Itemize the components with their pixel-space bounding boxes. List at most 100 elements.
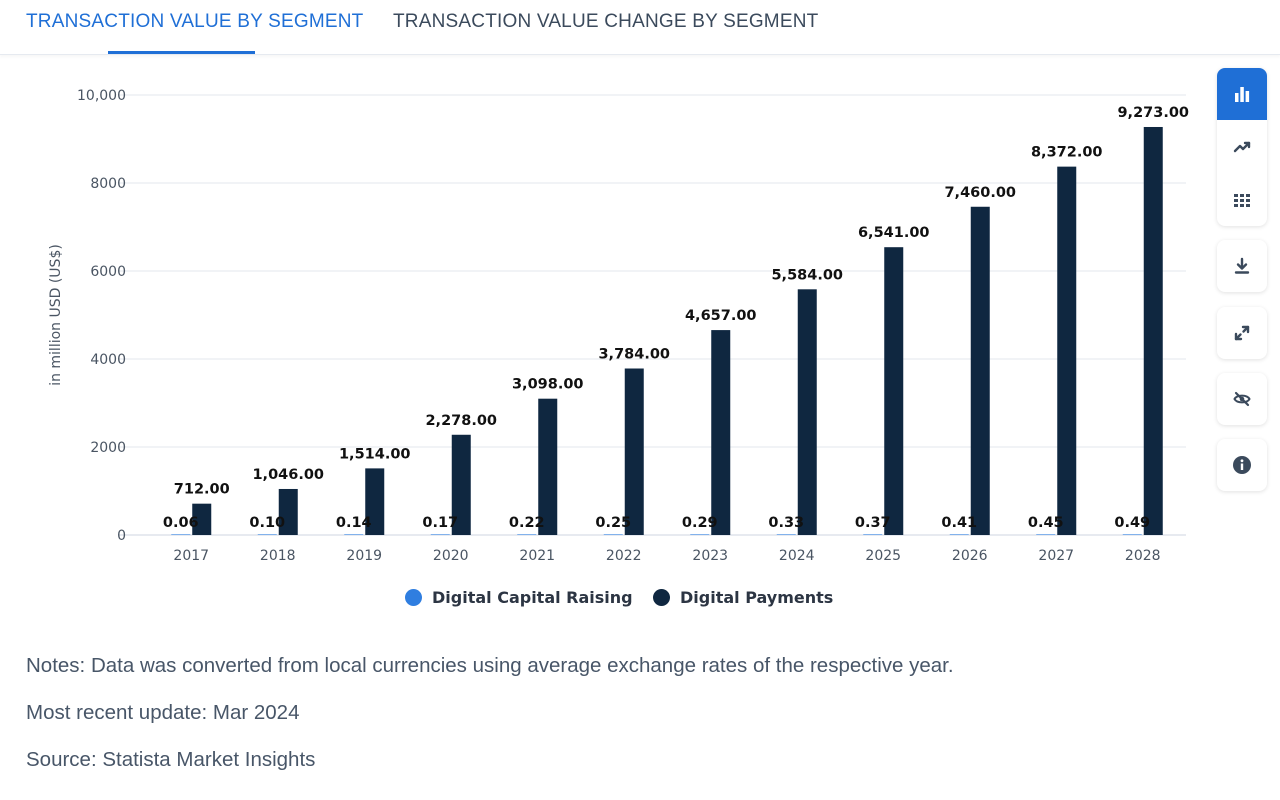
data-label-digital-payments: 1,046.00 bbox=[252, 467, 324, 483]
y-tick-label: 0 bbox=[117, 528, 126, 544]
x-tick-label: 2021 bbox=[519, 548, 555, 564]
bar-digital-payments bbox=[365, 468, 385, 535]
y-tick-label: 4000 bbox=[90, 352, 126, 368]
bar-digital-payments bbox=[884, 247, 904, 536]
chart-type-switcher bbox=[1217, 68, 1267, 226]
bar-digital-capital-raising bbox=[517, 534, 537, 535]
x-tick-label: 2028 bbox=[1125, 548, 1161, 564]
x-axis-ticks: 2017 2018 2019 2020 2021 2022 2023 2024 2025 2026… bbox=[173, 548, 1160, 564]
bar-digital-capital-raising bbox=[949, 534, 969, 535]
x-tick-label: 2024 bbox=[779, 548, 815, 564]
legend-dot-icon bbox=[653, 589, 670, 606]
bar-chart-button[interactable] bbox=[1217, 68, 1267, 120]
bars bbox=[171, 126, 1163, 536]
legend-item-digital-payments[interactable]: Digital Payments bbox=[653, 588, 833, 607]
data-label-digital-capital-raising: 0.49 bbox=[1114, 515, 1150, 531]
data-label-digital-capital-raising: 0.25 bbox=[595, 515, 631, 531]
line-chart-button[interactable] bbox=[1217, 121, 1267, 173]
bar-digital-capital-raising bbox=[171, 534, 191, 535]
download-button[interactable] bbox=[1217, 240, 1267, 292]
data-label-digital-payments: 6,541.00 bbox=[858, 225, 930, 241]
bar-digital-payments bbox=[1143, 126, 1163, 535]
bar-digital-capital-raising bbox=[257, 534, 277, 535]
y-tick-label: 2000 bbox=[90, 440, 126, 456]
y-tick-label: 8000 bbox=[90, 176, 126, 192]
table-icon bbox=[1234, 194, 1250, 207]
x-tick-label: 2018 bbox=[260, 548, 296, 564]
tab-transaction-value-change-by-segment[interactable]: TRANSACTION VALUE CHANGE BY SEGMENT bbox=[393, 11, 819, 32]
data-label-digital-payments: 3,784.00 bbox=[598, 347, 670, 363]
info-icon bbox=[1233, 456, 1251, 474]
y-tick-label: 6000 bbox=[90, 264, 126, 280]
bar-digital-capital-raising bbox=[1122, 534, 1142, 535]
chart-area: 0 2000 4000 6000 8000 10,000 in million USD (… bbox=[0, 60, 1200, 630]
data-label-digital-capital-raising: 0.33 bbox=[768, 515, 804, 531]
bar-digital-capital-raising bbox=[430, 534, 450, 535]
data-label-digital-capital-raising: 0.29 bbox=[682, 515, 718, 531]
data-label-digital-capital-raising: 0.14 bbox=[336, 515, 372, 531]
bar-digital-payments bbox=[451, 434, 471, 535]
bar-digital-capital-raising bbox=[344, 534, 364, 535]
data-label-digital-capital-raising: 0.37 bbox=[855, 515, 891, 531]
bar-digital-payments bbox=[192, 503, 212, 535]
x-tick-label: 2017 bbox=[173, 548, 209, 564]
legend-label: Digital Capital Raising bbox=[432, 588, 633, 607]
y-axis-label: in million USD (US$) bbox=[48, 244, 64, 386]
bar-digital-payments bbox=[624, 368, 644, 535]
source-text: Source: Statista Market Insights bbox=[26, 748, 316, 771]
expand-icon bbox=[1234, 325, 1250, 341]
bar-chart-icon bbox=[1235, 87, 1250, 102]
data-labels: 0.06 712.00 0.10 1,046.00 0.14 1,514.00 0.17 2,… bbox=[163, 105, 1189, 531]
download-icon bbox=[1234, 257, 1250, 274]
hide-icon bbox=[1233, 391, 1251, 407]
x-tick-label: 2023 bbox=[692, 548, 728, 564]
data-label-digital-payments: 3,098.00 bbox=[512, 377, 584, 393]
x-tick-label: 2022 bbox=[606, 548, 642, 564]
data-label-digital-payments: 2,278.00 bbox=[425, 413, 497, 429]
line-chart-icon bbox=[1233, 141, 1251, 153]
data-label-digital-capital-raising: 0.22 bbox=[509, 515, 545, 531]
legend-dot-icon bbox=[405, 589, 422, 606]
notes-text: Notes: Data was converted from local cur… bbox=[26, 654, 954, 677]
tab-transaction-value-by-segment[interactable]: TRANSACTION VALUE BY SEGMENT bbox=[26, 11, 364, 32]
bar-digital-payments bbox=[711, 330, 731, 535]
data-label-digital-payments: 4,657.00 bbox=[685, 308, 757, 324]
active-tab-indicator bbox=[108, 51, 255, 54]
bar-digital-capital-raising bbox=[1036, 534, 1056, 535]
bar-digital-payments bbox=[278, 488, 298, 535]
hide-button[interactable] bbox=[1217, 373, 1267, 425]
table-view-button[interactable] bbox=[1217, 174, 1267, 226]
data-label-digital-capital-raising: 0.10 bbox=[249, 515, 285, 531]
data-label-digital-capital-raising: 0.41 bbox=[941, 515, 977, 531]
fullscreen-button[interactable] bbox=[1217, 307, 1267, 359]
info-button[interactable] bbox=[1217, 439, 1267, 491]
bar-digital-payments bbox=[970, 206, 990, 535]
bar-digital-payments bbox=[1057, 166, 1077, 535]
bar-digital-capital-raising bbox=[603, 534, 623, 535]
x-tick-label: 2020 bbox=[433, 548, 469, 564]
bar-digital-capital-raising bbox=[690, 534, 710, 535]
data-label-digital-capital-raising: 0.06 bbox=[163, 515, 199, 531]
data-label-digital-payments: 1,514.00 bbox=[339, 446, 411, 462]
bar-digital-capital-raising bbox=[776, 534, 796, 535]
x-tick-label: 2019 bbox=[346, 548, 382, 564]
bar-digital-capital-raising bbox=[863, 534, 883, 535]
data-label-digital-payments: 712.00 bbox=[174, 482, 230, 498]
legend-label: Digital Payments bbox=[680, 588, 834, 607]
x-tick-label: 2026 bbox=[952, 548, 988, 564]
gridlines bbox=[118, 94, 1186, 536]
data-label-digital-capital-raising: 0.45 bbox=[1028, 515, 1064, 531]
tab-bar: TRANSACTION VALUE BY SEGMENT TRANSACTION… bbox=[0, 0, 1280, 55]
data-label-digital-payments: 8,372.00 bbox=[1031, 145, 1103, 161]
y-tick-label: 10,000 bbox=[77, 88, 126, 104]
update-text: Most recent update: Mar 2024 bbox=[26, 701, 300, 724]
legend-item-digital-capital-raising[interactable]: Digital Capital Raising bbox=[405, 588, 633, 607]
bar-digital-payments bbox=[538, 398, 558, 535]
data-label-digital-payments: 7,460.00 bbox=[944, 185, 1016, 201]
bar-chart: 0 2000 4000 6000 8000 10,000 in million USD (… bbox=[48, 88, 1189, 564]
data-label-digital-payments: 9,273.00 bbox=[1117, 105, 1189, 121]
x-tick-label: 2027 bbox=[1038, 548, 1074, 564]
y-axis-ticks: 0 2000 4000 6000 8000 10,000 bbox=[77, 88, 126, 544]
x-tick-label: 2025 bbox=[865, 548, 901, 564]
data-label-digital-payments: 5,584.00 bbox=[771, 267, 843, 283]
